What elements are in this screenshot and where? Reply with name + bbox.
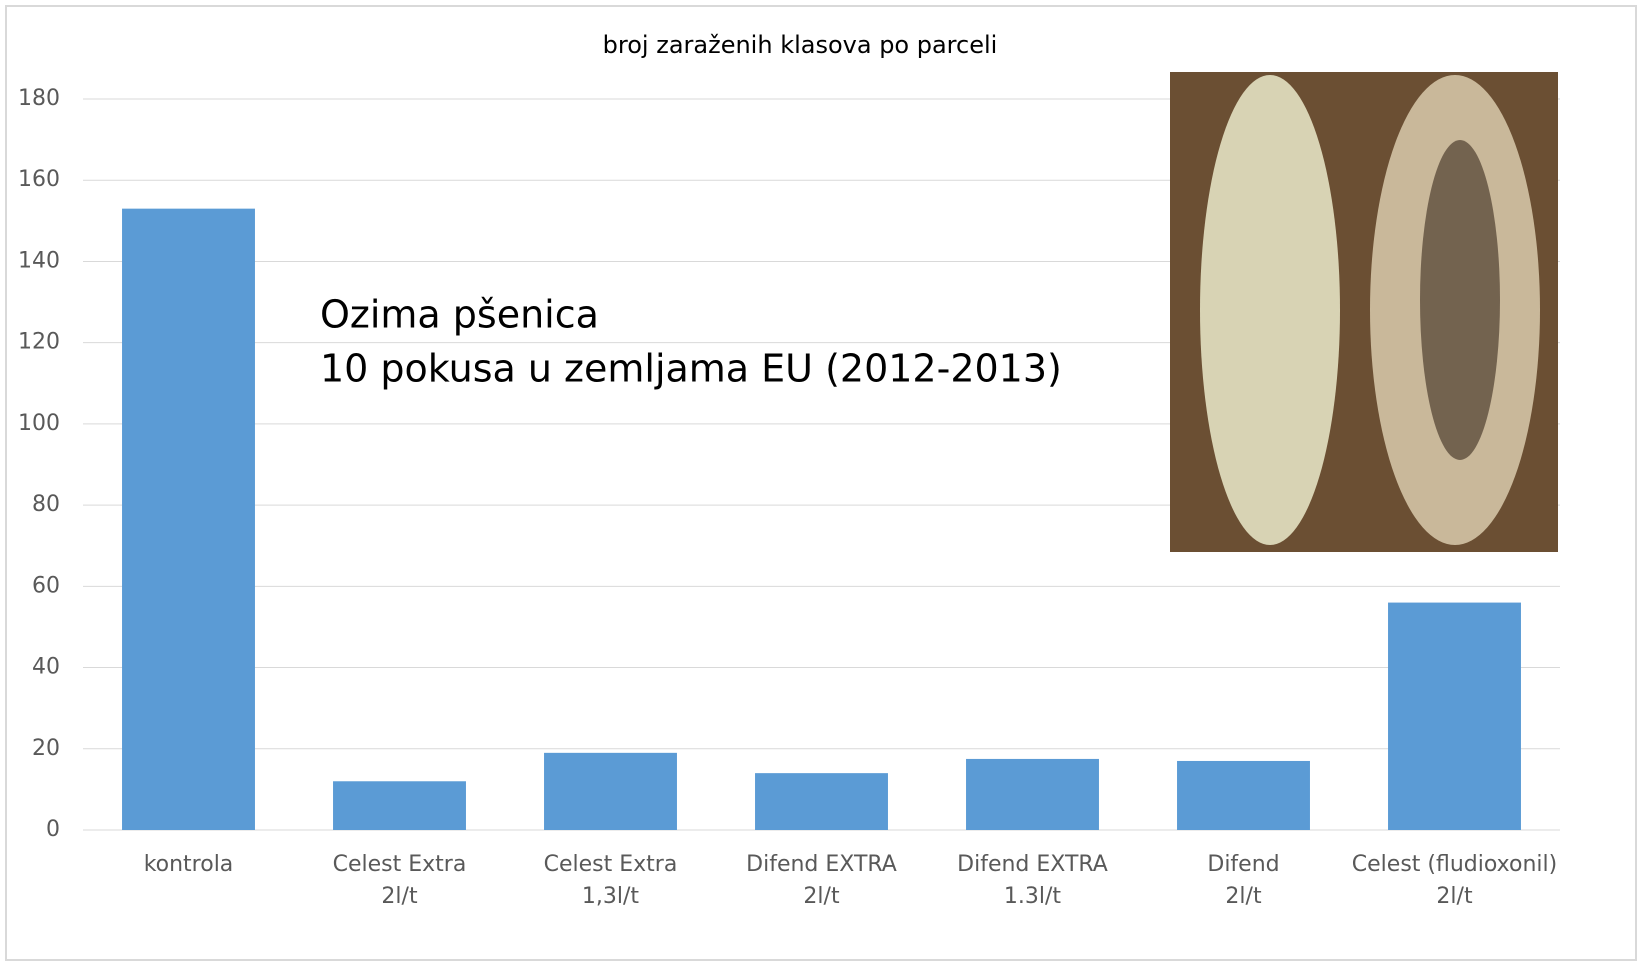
y-tick-label: 40 <box>32 655 60 680</box>
x-tick-label: 1,3l/t <box>582 884 640 909</box>
photo <box>1170 72 1558 552</box>
bar <box>122 209 255 830</box>
x-tick-label: 2l/t <box>803 884 840 909</box>
x-tick-label: Difend EXTRA <box>746 852 897 877</box>
annotation: 10 pokusa u zemljama EU (2012-2013) <box>320 347 1062 391</box>
y-tick-label: 80 <box>32 492 60 517</box>
x-tick-label: Celest Extra <box>544 852 678 877</box>
bar <box>1388 603 1521 830</box>
bar <box>544 753 677 830</box>
y-tick-label: 160 <box>18 167 60 192</box>
bar <box>755 773 888 830</box>
y-tick-label: 100 <box>18 411 60 436</box>
y-tick-label: 20 <box>32 736 60 761</box>
chart: broj zaraženih klasova po parceli 0 20 40 6… <box>0 0 1642 966</box>
y-tick-label: 60 <box>32 573 60 598</box>
x-tick-label: kontrola <box>144 852 234 877</box>
y-tick-label: 180 <box>18 86 60 111</box>
y-tick-label: 0 <box>46 817 60 842</box>
x-tick-label: 1.3l/t <box>1004 884 1062 909</box>
x-tick-label: Difend <box>1207 852 1279 877</box>
y-tick-label: 140 <box>18 248 60 273</box>
bar <box>333 781 466 830</box>
x-tick-label: Difend EXTRA <box>957 852 1108 877</box>
x-tick-label: 2l/t <box>1436 884 1473 909</box>
y-tick-label: 120 <box>18 330 60 355</box>
bar <box>966 759 1099 830</box>
page: {"chart_data": {"type": "bar", "title": … <box>0 0 1642 966</box>
x-tick-label: Celest (fludioxonil) <box>1352 852 1557 877</box>
x-tick-label: 2l/t <box>1225 884 1262 909</box>
x-tick-label: Celest Extra <box>333 852 467 877</box>
chart-title: broj zaraženih klasova po parceli <box>603 31 998 59</box>
x-tick-label: 2l/t <box>381 884 418 909</box>
bar <box>1177 761 1310 830</box>
annotation: Ozima pšenica <box>320 293 599 337</box>
